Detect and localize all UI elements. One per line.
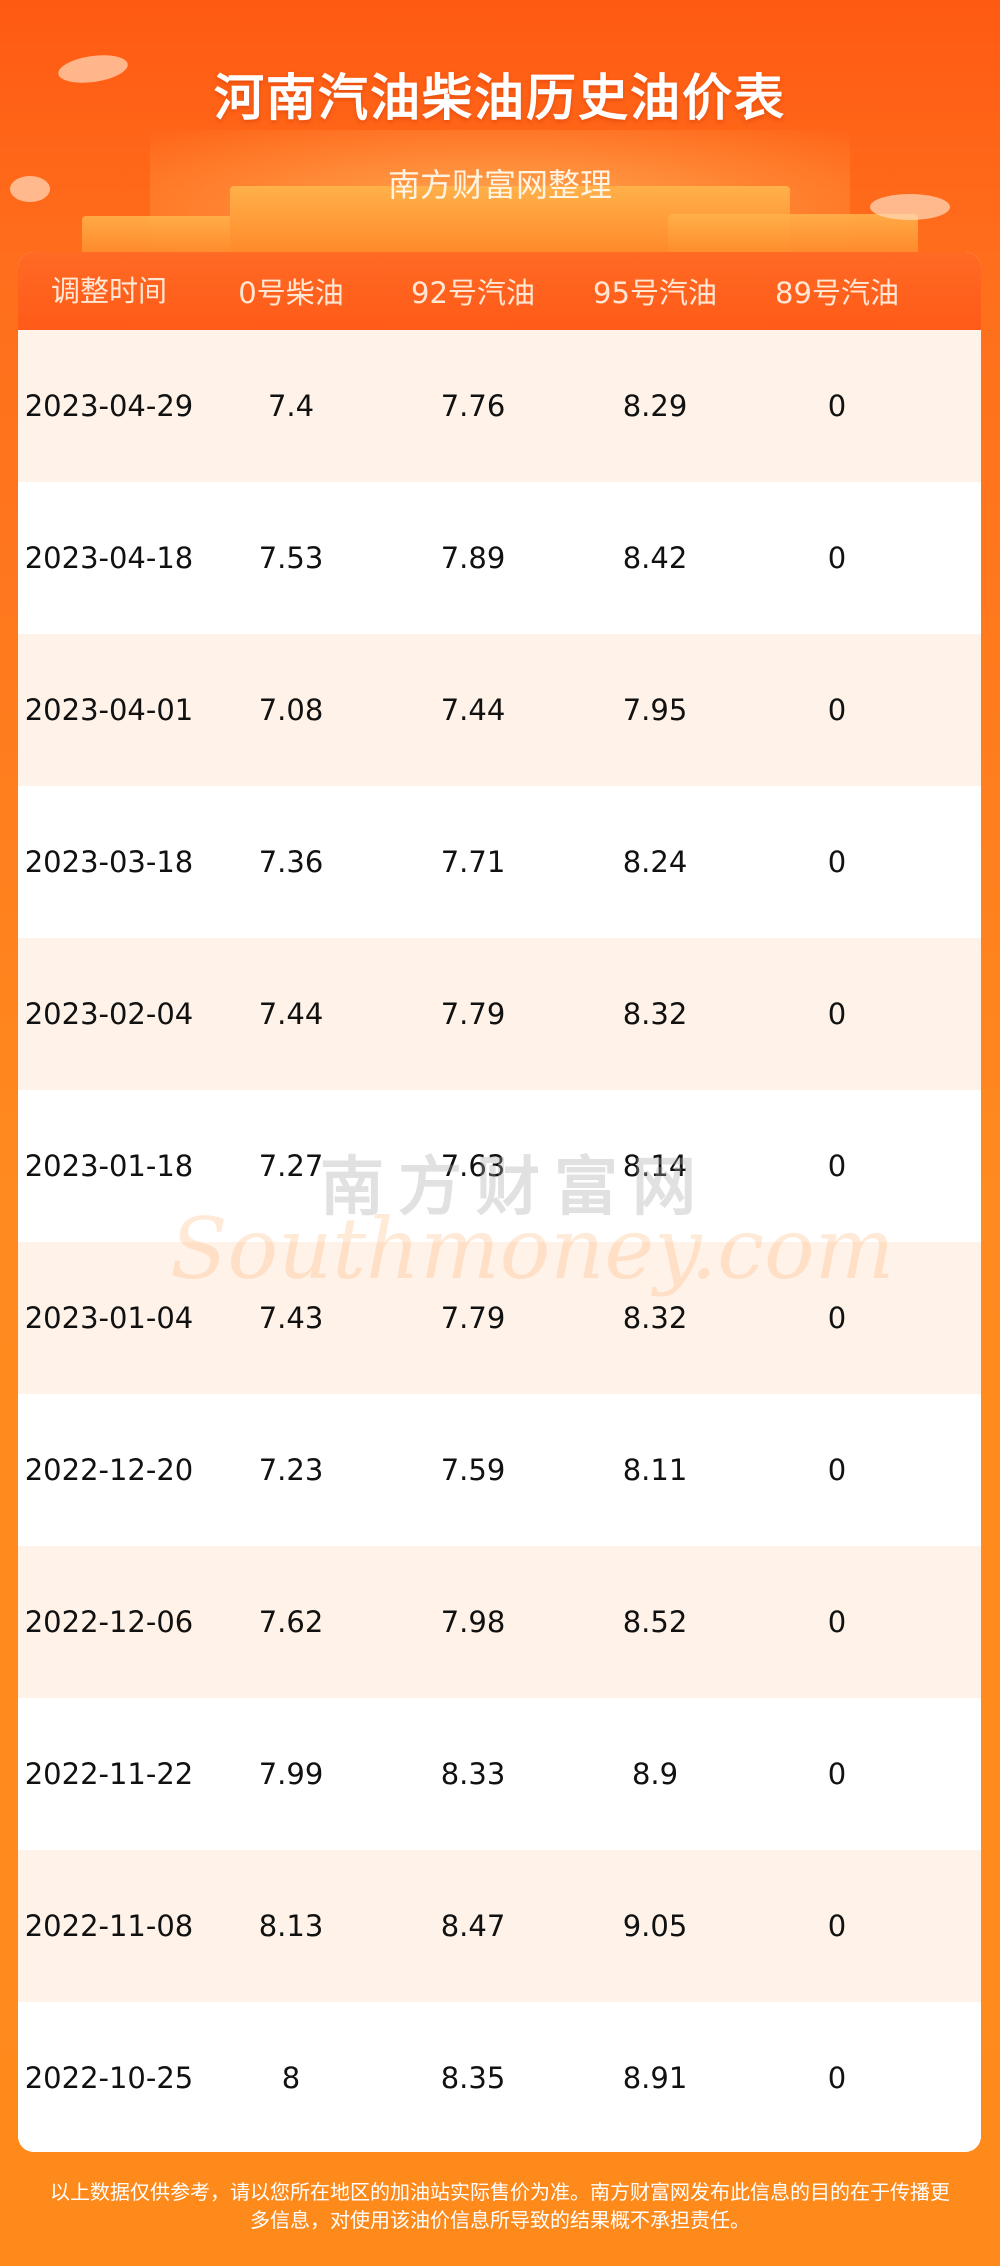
price-cell: 7.36 xyxy=(258,845,324,879)
table-header: 调整时间 0号柴油 92号汽油 95号汽油 89号汽油 xyxy=(18,252,981,330)
cloud-decoration xyxy=(870,194,950,220)
column-header-2: 92号汽油 xyxy=(411,276,535,310)
price-cell: 7.99 xyxy=(258,1757,324,1791)
table-row: 2022-12-20 7.23 7.59 8.11 0 xyxy=(18,1394,981,1546)
price-cell: 8.35 xyxy=(440,2061,506,2095)
price-cell: 7.79 xyxy=(440,997,506,1031)
hero-banner xyxy=(0,0,1000,260)
date-cell: 2022-11-22 xyxy=(24,1757,194,1791)
price-cell: 8.24 xyxy=(622,845,688,879)
page-title: 河南汽油柴油历史油价表 xyxy=(214,69,786,127)
price-cell: 8.29 xyxy=(622,389,688,423)
price-cell: 8.13 xyxy=(258,1909,324,1943)
price-cell: 0 xyxy=(827,1757,847,1791)
price-cell: 0 xyxy=(827,1909,847,1943)
price-cell: 7.59 xyxy=(440,1453,506,1487)
column-header-4: 89号汽油 xyxy=(775,276,899,310)
date-cell: 2023-01-04 xyxy=(24,1301,194,1335)
price-cell: 8.42 xyxy=(622,541,688,575)
price-cell: 8.47 xyxy=(440,1909,506,1943)
price-cell: 7.71 xyxy=(440,845,506,879)
price-cell: 9.05 xyxy=(622,1909,688,1943)
table-body: 2023-04-29 7.4 7.76 8.29 0 2023-04-18 7.53 7.89… xyxy=(18,330,981,2152)
table-row: 2022-12-06 7.62 7.98 8.52 0 xyxy=(18,1546,981,1698)
disclaimer: 以上数据仅供参考，请以您所在地区的加油站实际售价为准。南方财富网发布此信息的目的… xyxy=(0,2178,1000,2234)
price-cell: 8.33 xyxy=(440,1757,506,1791)
price-cell: 8.9 xyxy=(631,1757,679,1791)
date-cell: 2022-12-20 xyxy=(24,1453,194,1487)
table-row: 2022-11-08 8.13 8.47 9.05 0 xyxy=(18,1850,981,2002)
column-header-3: 95号汽油 xyxy=(593,276,717,310)
table-row: 2023-04-18 7.53 7.89 8.42 0 xyxy=(18,482,981,634)
table-row: 2023-04-29 7.4 7.76 8.29 0 xyxy=(18,330,981,482)
price-cell: 7.44 xyxy=(258,997,324,1031)
table-row: 2022-11-22 7.99 8.33 8.9 0 xyxy=(18,1698,981,1850)
date-cell: 2022-10-25 xyxy=(24,2061,194,2095)
date-cell: 2022-11-08 xyxy=(24,1909,194,1943)
date-cell: 2023-04-01 xyxy=(24,693,194,727)
price-cell: 7.76 xyxy=(440,389,506,423)
table-row: 2023-01-04 7.43 7.79 8.32 0 xyxy=(18,1242,981,1394)
cloud-decoration xyxy=(10,176,50,202)
price-cell: 8.32 xyxy=(622,1301,688,1335)
price-cell: 0 xyxy=(827,693,847,727)
date-cell: 2023-01-18 xyxy=(24,1149,194,1183)
price-cell: 0 xyxy=(827,541,847,575)
price-cell: 0 xyxy=(827,1149,847,1183)
date-cell: 2022-12-06 xyxy=(24,1605,194,1639)
price-cell: 7.98 xyxy=(440,1605,506,1639)
date-cell: 2023-04-29 xyxy=(24,389,194,423)
page-subtitle: 南方财富网整理 xyxy=(387,166,612,204)
price-cell: 7.62 xyxy=(258,1605,324,1639)
table-row: 2023-01-18 7.27 7.63 8.14 0 xyxy=(18,1090,981,1242)
price-cell: 0 xyxy=(827,845,847,879)
price-cell: 8.14 xyxy=(622,1149,688,1183)
price-cell: 8.32 xyxy=(622,997,688,1031)
price-cell: 7.95 xyxy=(622,693,688,727)
price-cell: 7.63 xyxy=(440,1149,506,1183)
price-cell: 7.44 xyxy=(440,693,506,727)
date-cell: 2023-02-04 xyxy=(24,997,194,1031)
price-cell: 7.23 xyxy=(258,1453,324,1487)
table-row: 2023-04-01 7.08 7.44 7.95 0 xyxy=(18,634,981,786)
price-cell: 0 xyxy=(827,1301,847,1335)
price-cell: 0 xyxy=(827,997,847,1031)
price-cell: 7.27 xyxy=(258,1149,324,1183)
date-cell: 2023-03-18 xyxy=(24,845,194,879)
price-cell: 7.89 xyxy=(440,541,506,575)
date-cell: 2023-04-18 xyxy=(24,541,194,575)
price-cell: 7.08 xyxy=(258,693,324,727)
podium-right xyxy=(668,214,918,256)
disclaimer-line-2: 多信息，对使用该油价信息所导致的结果概不承担责任。 xyxy=(250,2208,750,2232)
price-table: 调整时间 0号柴油 92号汽油 95号汽油 89号汽油 2023-04-29 7.4 7.7… xyxy=(18,252,981,2152)
price-cell: 0 xyxy=(827,1605,847,1639)
price-cell: 7.4 xyxy=(267,389,315,423)
column-header-1: 0号柴油 xyxy=(238,276,344,310)
column-header-0: 调整时间 xyxy=(50,274,167,308)
disclaimer-line-1: 以上数据仅供参考，请以您所在地区的加油站实际售价为准。南方财富网发布此信息的目的… xyxy=(50,2180,950,2204)
price-cell: 8 xyxy=(281,2061,301,2095)
price-cell: 7.53 xyxy=(258,541,324,575)
price-cell: 0 xyxy=(827,1453,847,1487)
price-cell: 0 xyxy=(827,2061,847,2095)
price-cell: 7.79 xyxy=(440,1301,506,1335)
price-cell: 0 xyxy=(827,389,847,423)
price-cell: 7.43 xyxy=(258,1301,324,1335)
table-row: 2023-03-18 7.36 7.71 8.24 0 xyxy=(18,786,981,938)
price-cell: 8.52 xyxy=(622,1605,688,1639)
price-cell: 8.11 xyxy=(622,1453,688,1487)
table-row: 2023-02-04 7.44 7.79 8.32 0 xyxy=(18,938,981,1090)
table-row: 2022-10-25 8 8.35 8.91 0 xyxy=(18,2002,981,2152)
price-cell: 8.91 xyxy=(622,2061,688,2095)
